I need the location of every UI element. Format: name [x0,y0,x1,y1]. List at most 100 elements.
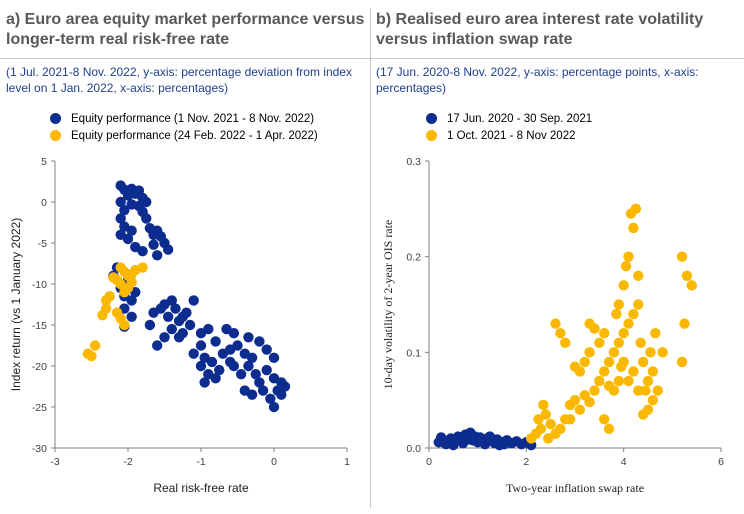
data-point-navy [115,213,126,224]
data-point-yellow [611,308,622,320]
data-point-navy [173,332,185,343]
data-point-navy [455,434,466,445]
data-point-yellow [628,222,639,234]
data-point-yellow [579,356,590,368]
data-point-navy [126,295,137,306]
data-point-yellow [628,366,639,377]
data-point-navy [122,190,134,201]
data-point-yellow [594,337,605,348]
data-point-navy [162,244,174,255]
data-point-navy [435,432,447,443]
data-point-navy [152,250,163,261]
data-point-navy [221,323,232,335]
data-point-yellow [97,309,108,321]
data-point-navy [494,439,505,451]
series-navy [108,180,291,413]
panel-a-title: a) Euro area equity market performance v… [6,11,365,48]
legend-marker-navy [50,113,61,124]
data-point-yellow [618,280,629,291]
data-point-yellow [137,262,148,273]
panel-divider [370,8,371,508]
data-point-yellow [642,375,654,387]
data-point-yellow [564,414,576,425]
y-tick-label: -5 [38,238,47,250]
data-point-navy [126,225,137,236]
data-point-yellow [543,433,554,444]
data-point-yellow [618,328,629,339]
legend-item-yellow: 1 Oct. 2021 - 8 Nov 2022 [426,127,592,144]
legend-label-navy: Equity performance (1 Nov. 2021 - 8 Nov.… [71,112,315,125]
data-point-navy [206,356,218,368]
legend-item-navy: Equity performance (1 Nov. 2021 - 8 Nov.… [50,110,318,127]
data-point-navy [232,340,243,351]
data-point-yellow [104,291,115,302]
data-point-yellow [679,318,690,329]
y-tick-label: 0.1 [406,347,421,359]
data-point-navy [265,393,276,404]
x-tick-label: -3 [50,456,59,468]
data-point-navy [170,303,181,314]
data-point-navy [148,239,159,250]
y-tick-label: 5 [41,156,47,168]
data-point-yellow [647,366,659,377]
x-tick-label: 2 [523,456,529,468]
x-tick-label: -1 [196,456,205,468]
data-point-navy [250,369,261,380]
data-point-yellow [637,409,649,420]
x-tick-label: 1 [344,456,350,468]
data-point-navy [261,344,272,355]
legend-label-yellow: 1 Oct. 2021 - 8 Nov 2022 [447,129,576,142]
data-point-navy [199,377,210,388]
data-point-yellow [599,414,610,425]
chart-b: 0 2 4 6 0.3 0.2 0.1 0.0 Two-year inflation swap … [381,156,724,495]
series-yellow [526,203,697,444]
data-point-navy [166,295,177,306]
data-point-navy [159,332,170,343]
panel-b-subtitle: (17 Jun. 2020-8 Nov. 2022, y-axis: perce… [376,65,699,95]
data-point-yellow [620,261,632,272]
data-point-navy [126,311,137,322]
data-point-navy [152,340,163,351]
data-point-navy [162,311,174,322]
data-point-yellow [589,385,600,396]
data-point-yellow [584,396,595,408]
data-point-yellow [550,318,561,329]
data-point-navy [144,319,156,331]
data-point-yellow [686,280,697,291]
data-point-yellow [676,356,688,368]
data-point-navy [243,332,254,343]
data-point-yellow [569,394,581,406]
data-point-yellow [545,418,556,430]
x-tick-label: 6 [718,456,724,468]
data-point-yellow [681,270,693,281]
data-point-navy [276,389,287,400]
legend-label-yellow: Equity performance (24 Feb. 2022 - 1 Apr… [71,129,318,142]
data-point-navy [122,233,134,245]
y-tick-label: 0.3 [406,156,421,168]
data-point-yellow [555,423,566,435]
data-point-yellow [535,423,547,435]
data-point-yellow [647,394,659,406]
data-point-yellow [540,409,551,420]
data-point-yellow [616,361,627,372]
data-point-yellow [676,251,688,262]
data-point-yellow [645,347,656,358]
data-point-navy [254,336,265,347]
panel-b-divider [370,58,744,59]
data-point-navy [261,364,272,376]
x-tick-label: 0 [426,456,432,468]
data-point-navy [166,323,177,335]
data-point-navy [268,401,280,413]
data-point-navy [279,381,291,392]
data-point-navy [257,385,269,396]
data-point-navy [195,360,207,372]
data-point-yellow [603,423,615,435]
x-tick-label: 4 [621,456,627,468]
y-tick-label: 0.0 [406,443,421,455]
data-point-yellow [599,328,610,339]
data-point-navy [115,196,126,208]
data-point-yellow [584,318,595,329]
panel-a-legend: Equity performance (1 Nov. 2021 - 8 Nov.… [50,110,318,144]
x-tick-label: 0 [271,456,277,468]
